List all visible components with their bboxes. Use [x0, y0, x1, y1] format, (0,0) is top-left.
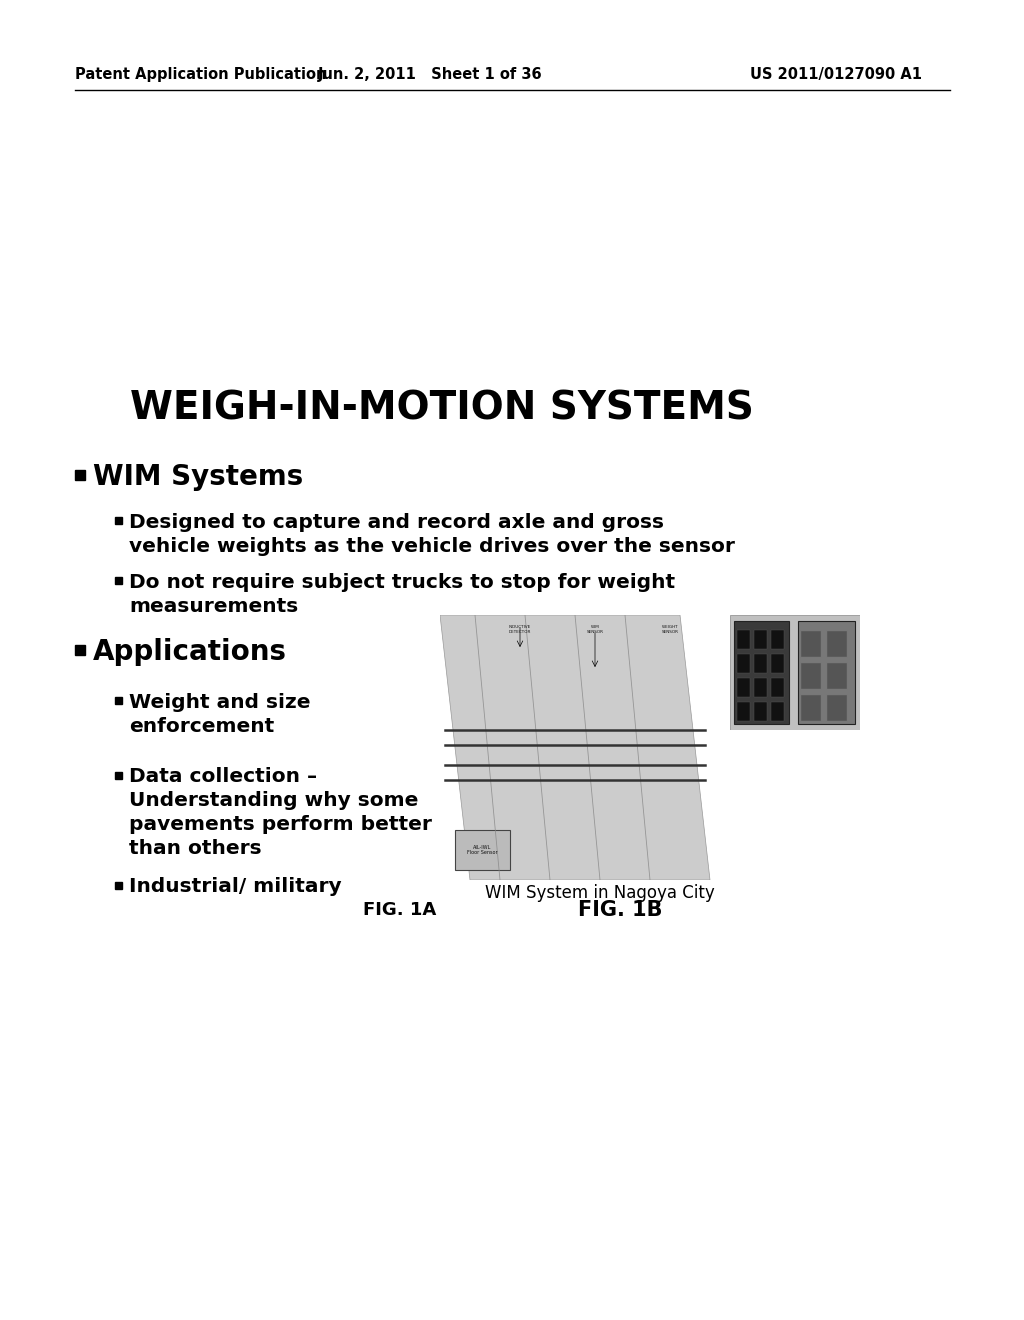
Bar: [115, 516, 122, 524]
Bar: [115, 697, 122, 704]
Bar: [798, 620, 855, 723]
Text: Designed to capture and record axle and gross: Designed to capture and record axle and …: [129, 512, 664, 532]
Bar: [801, 631, 821, 657]
Bar: [771, 678, 784, 697]
Bar: [754, 630, 767, 649]
Polygon shape: [440, 615, 710, 880]
Bar: [754, 653, 767, 673]
Text: Applications: Applications: [93, 638, 287, 667]
Bar: [115, 577, 122, 583]
Bar: [737, 653, 750, 673]
Text: WIM
SENSOR: WIM SENSOR: [587, 624, 603, 634]
Bar: [754, 678, 767, 697]
Text: Industrial/ military: Industrial/ military: [129, 878, 342, 896]
Text: vehicle weights as the vehicle drives over the sensor: vehicle weights as the vehicle drives ov…: [129, 536, 735, 556]
Bar: [115, 771, 122, 779]
Text: Data collection –: Data collection –: [129, 767, 317, 787]
Text: than others: than others: [129, 840, 261, 858]
Bar: [771, 702, 784, 721]
Bar: [115, 882, 122, 888]
Text: measurements: measurements: [129, 597, 298, 615]
Text: AIL-IWL
Floor Sensor: AIL-IWL Floor Sensor: [467, 845, 498, 855]
Text: Understanding why some: Understanding why some: [129, 792, 419, 810]
Text: FIG. 1A: FIG. 1A: [364, 902, 436, 919]
Bar: [827, 663, 847, 689]
Bar: [801, 663, 821, 689]
Bar: [737, 630, 750, 649]
Text: WIM System in Nagoya City: WIM System in Nagoya City: [485, 884, 715, 902]
Bar: [827, 696, 847, 721]
Bar: [75, 470, 85, 480]
Bar: [771, 630, 784, 649]
Bar: [754, 702, 767, 721]
Text: WEIGHT
SENSOR: WEIGHT SENSOR: [662, 624, 679, 634]
Bar: [455, 830, 510, 870]
Bar: [737, 678, 750, 697]
Bar: [801, 696, 821, 721]
Text: WEIGH-IN-MOTION SYSTEMS: WEIGH-IN-MOTION SYSTEMS: [130, 389, 754, 428]
Text: Jun. 2, 2011   Sheet 1 of 36: Jun. 2, 2011 Sheet 1 of 36: [317, 67, 543, 82]
Bar: [737, 702, 750, 721]
Bar: [827, 631, 847, 657]
Text: pavements perform better: pavements perform better: [129, 816, 432, 834]
Text: enforcement: enforcement: [129, 717, 274, 735]
Text: Do not require subject trucks to stop for weight: Do not require subject trucks to stop fo…: [129, 573, 675, 591]
Bar: [771, 653, 784, 673]
Bar: [734, 620, 790, 723]
Text: FIG. 1B: FIG. 1B: [578, 900, 663, 920]
Text: US 2011/0127090 A1: US 2011/0127090 A1: [750, 67, 922, 82]
Text: INDUCTIVE
DETECTOR: INDUCTIVE DETECTOR: [509, 624, 531, 634]
Bar: [75, 645, 85, 655]
Text: Patent Application Publication: Patent Application Publication: [75, 67, 327, 82]
Text: WIM Systems: WIM Systems: [93, 463, 303, 491]
Text: Weight and size: Weight and size: [129, 693, 310, 711]
